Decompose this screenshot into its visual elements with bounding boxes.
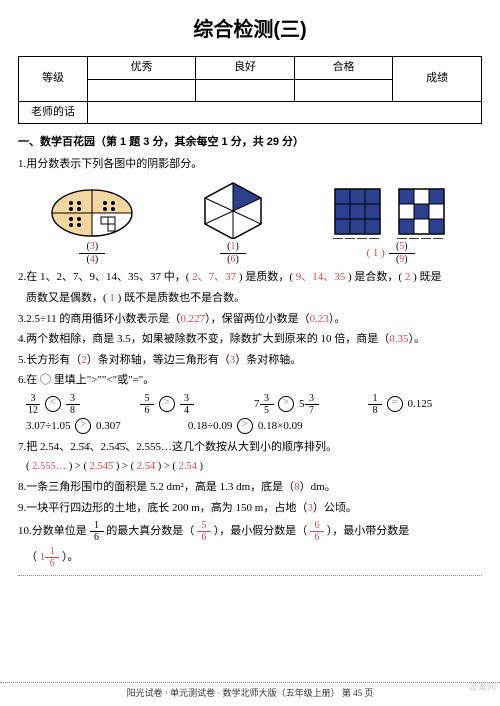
q1-ans3: (5) (9) — [389, 241, 415, 266]
q6-r2c2: 0.18÷0.09 > 0.18×0.09 — [188, 418, 394, 436]
q5: 5.长方形有（2）条对称轴，等边三角形有（3）条对称轴。 — [18, 352, 482, 370]
q1-fig3: ( 1 ) (5) (9) — [331, 183, 451, 266]
grading-comment-cell — [87, 101, 481, 124]
grading-col-score: 成绩 — [393, 57, 482, 102]
q6-r1c3: 735 > 537 — [254, 393, 368, 416]
q1-fig1: (3) (4) — [49, 187, 135, 266]
divider — [18, 575, 482, 576]
page-title: 综合检测(三) — [18, 14, 482, 46]
grading-cell — [87, 79, 195, 101]
q10: 10.分数单位是 16 的最大真分数是（ 56 ），最小假分数是（ 66 ），最… — [18, 520, 482, 543]
q1-text: 1.用分数表示下列各图中的阴影部分。 — [18, 156, 482, 174]
grading-table: 等级 优秀 良好 合格 成绩 老师的话 — [18, 56, 482, 124]
q6-text: 6.在 ◯ 里填上">""<"或"="。 — [18, 372, 482, 390]
q1-fig2: (1) (6) — [198, 179, 268, 266]
q7-text: 7.把 2.54、2.5̇4̇、2.54̇5̇、2.555…这几个数按从大到小的… — [18, 439, 482, 457]
grading-col-good: 良好 — [196, 57, 295, 80]
grids-icon — [331, 183, 451, 239]
grading-col-excellent: 优秀 — [87, 57, 195, 80]
grading-cell — [196, 79, 295, 101]
ellipse-icon — [49, 187, 135, 239]
q1-figures: (3) (4) (1) (6) — [18, 179, 482, 266]
q10-line2: （ 116 ）。 — [18, 546, 482, 569]
q6-r1c1: 312 < 38 — [26, 393, 140, 416]
footer: 阳光试卷 · 单元测试卷 · 数学北师大版（五年级上册） 第 45 页 — [0, 682, 500, 700]
q3: 3.2.5÷11 的商用循环小数表示是（0.22̇7̇），保留两位小数是（0.2… — [18, 311, 482, 329]
q8: 8.一条三角形围巾的面积是 5.2 dm²，高是 1.3 dm，底是（8）dm。 — [18, 479, 482, 497]
q2: 2.在 1、2、7、9、14、35、37 中，( 2、7、37 ) 是质数，( … — [18, 269, 482, 287]
q2-line2: 质数又是偶数，( 1 ) 既不是质数也不是合数。 — [18, 290, 482, 308]
q6-r1c2: 56 > 34 — [140, 393, 254, 416]
q1-ans2: (1) (6) — [220, 241, 246, 266]
q6-r2c1: 3.07÷1.05 > 0.307 — [26, 418, 188, 436]
grading-label-level: 等级 — [19, 57, 88, 102]
grading-cell — [294, 79, 393, 101]
q7-chain: ( 2.555… ) > ( 2.54̇5̇ ) > ( 2.5̇4̇ ) > … — [26, 459, 482, 476]
grading-col-pass: 合格 — [294, 57, 393, 80]
q1-ans1: (3) (4) — [79, 241, 105, 266]
section-heading: 一、数学百花园（第 1 题 3 分，其余每空 1 分，共 29 分） — [18, 134, 482, 152]
table-row: 等级 优秀 良好 合格 成绩 — [19, 57, 482, 80]
q6-row2: 3.07÷1.05 > 0.307 0.18÷0.09 > 0.18×0.09 — [18, 418, 482, 436]
footer-text: 阳光试卷 · 单元测试卷 · 数学北师大版（五年级上册） 第 45 页 — [127, 688, 374, 698]
q6-row1: 312 < 38 56 > 34 735 > 537 18 = 0.125 — [18, 393, 482, 416]
hexagon-icon — [198, 179, 268, 239]
table-row: 老师的话 — [19, 101, 482, 124]
q9: 9.一块平行四边形的土地，底长 200 m，高为 150 m，占地（3）公顷。 — [18, 500, 482, 518]
q1-ans3-whole: ( 1 ) — [366, 245, 384, 263]
q4: 4.两个数相除，商是 3.5，如果被除数不变，除数扩大到原来的 10 倍，商是（… — [18, 331, 482, 349]
q6-r1c4: 18 = 0.125 — [368, 393, 482, 416]
grading-label-comment: 老师的话 — [19, 101, 88, 124]
